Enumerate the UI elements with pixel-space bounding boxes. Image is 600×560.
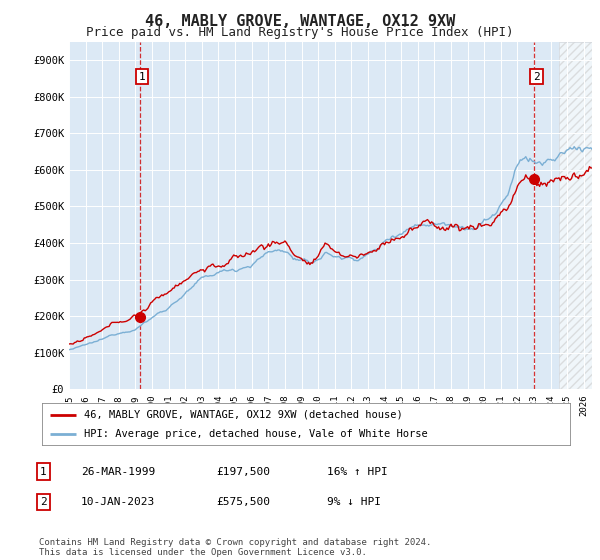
- Text: Price paid vs. HM Land Registry's House Price Index (HPI): Price paid vs. HM Land Registry's House …: [86, 26, 514, 39]
- Text: 1: 1: [40, 466, 47, 477]
- Text: 9% ↓ HPI: 9% ↓ HPI: [327, 497, 381, 507]
- Text: 46, MABLY GROVE, WANTAGE, OX12 9XW (detached house): 46, MABLY GROVE, WANTAGE, OX12 9XW (deta…: [84, 409, 403, 419]
- Text: Contains HM Land Registry data © Crown copyright and database right 2024.
This d: Contains HM Land Registry data © Crown c…: [39, 538, 431, 557]
- Text: 2: 2: [40, 497, 47, 507]
- Text: 26-MAR-1999: 26-MAR-1999: [81, 466, 155, 477]
- Text: 46, MABLY GROVE, WANTAGE, OX12 9XW: 46, MABLY GROVE, WANTAGE, OX12 9XW: [145, 14, 455, 29]
- Text: £197,500: £197,500: [216, 466, 270, 477]
- Text: HPI: Average price, detached house, Vale of White Horse: HPI: Average price, detached house, Vale…: [84, 429, 428, 439]
- Text: 16% ↑ HPI: 16% ↑ HPI: [327, 466, 388, 477]
- Text: 1: 1: [139, 72, 145, 82]
- Text: 10-JAN-2023: 10-JAN-2023: [81, 497, 155, 507]
- Text: £575,500: £575,500: [216, 497, 270, 507]
- Text: 2: 2: [533, 72, 540, 82]
